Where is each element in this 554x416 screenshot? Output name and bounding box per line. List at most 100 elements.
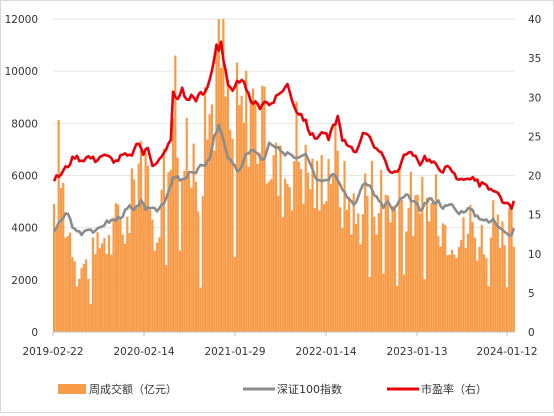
series-lines [52, 40, 516, 237]
volume-bar [119, 218, 122, 332]
volume-bar [492, 200, 495, 332]
volume-bar [281, 217, 284, 332]
volume-bar [103, 238, 106, 332]
volume-bar [53, 203, 56, 332]
volume-bar [229, 129, 232, 332]
right-tick-label: 0 [528, 327, 535, 339]
volume-bar [290, 210, 294, 332]
volume-bar [450, 249, 454, 332]
left-tick-label: 6000 [11, 171, 38, 183]
volume-bar [158, 237, 161, 332]
pe-line [52, 40, 516, 211]
legend-label-bars: 周成交额（亿元） [89, 382, 177, 396]
volume-bar [231, 138, 234, 332]
left-tick-label: 0 [31, 327, 38, 339]
left-tick-label: 8000 [11, 118, 38, 130]
volume-bar [133, 179, 136, 332]
volume-bar [171, 118, 175, 332]
volume-bar [267, 181, 271, 332]
volume-bar [306, 172, 310, 332]
right-tick-label: 25 [528, 131, 541, 143]
volume-bar [377, 213, 380, 332]
volume-bar [297, 161, 300, 332]
volume-bar [469, 204, 472, 332]
volume-bar [75, 286, 79, 332]
volume-bar [478, 246, 481, 332]
volume-bar [73, 261, 76, 332]
volume-bar [309, 189, 312, 332]
volume-bar [190, 187, 193, 332]
right-tick-label: 5 [528, 288, 535, 300]
volume-bar [130, 168, 133, 332]
volume-bar [391, 206, 394, 332]
volume-bar [94, 254, 97, 332]
volume-bar [197, 211, 200, 332]
volume-bar [261, 85, 264, 332]
volume-bar [78, 278, 81, 332]
volume-bar [448, 254, 451, 332]
volume-bars [53, 19, 515, 333]
volume-bar [389, 222, 392, 332]
volume-bar [437, 236, 440, 332]
volume-bar [373, 216, 376, 332]
volume-bar [375, 234, 378, 332]
volume-bar [505, 287, 509, 332]
volume-bar [146, 165, 149, 332]
volume-bar [224, 96, 227, 333]
volume-bar [322, 204, 326, 332]
volume-bar [293, 161, 296, 332]
volume-bar [162, 148, 165, 332]
volume-bar [135, 207, 138, 332]
volume-bar [96, 232, 99, 332]
volume-bar [245, 70, 248, 332]
volume-bar [256, 163, 259, 332]
volume-bar [405, 231, 408, 332]
x-tick-label: 2023-01-13 [386, 346, 447, 358]
volume-bar [327, 158, 330, 332]
right-tick-label: 10 [528, 249, 541, 261]
volume-bar [444, 225, 447, 332]
volume-bar [185, 117, 188, 332]
volume-bar [110, 254, 113, 332]
volume-bar [240, 95, 243, 332]
volume-bar [217, 19, 220, 332]
volume-bar [249, 99, 252, 332]
volume-bar [151, 219, 154, 332]
volume-bar [107, 235, 111, 332]
volume-bar [320, 155, 323, 332]
volume-bar [503, 245, 506, 332]
volume-bar [494, 223, 497, 332]
volume-bar [181, 179, 184, 332]
volume-bar [407, 207, 410, 332]
volume-bar [194, 181, 197, 332]
volume-bar [153, 250, 156, 332]
volume-bar [336, 150, 339, 332]
x-tick-label: 2024-01-12 [476, 346, 537, 358]
volume-bar [286, 183, 289, 332]
volume-bar [425, 197, 428, 332]
volume-bar [85, 259, 88, 332]
volume-bar [482, 254, 486, 332]
volume-bar [361, 214, 364, 332]
volume-bar [329, 184, 332, 332]
left-tick-label: 4000 [11, 223, 38, 235]
volume-bar [473, 237, 477, 332]
volume-bar [414, 195, 417, 332]
volume-bar [439, 246, 442, 332]
volume-bar [62, 182, 65, 332]
volume-bar [366, 195, 369, 332]
volume-bar [91, 237, 95, 332]
volume-bar [350, 234, 353, 332]
volume-bar [412, 235, 415, 332]
volume-bar [55, 227, 58, 332]
volume-bar [476, 260, 479, 332]
volume-bar [396, 285, 399, 332]
volume-bar [247, 166, 250, 332]
volume-bar [167, 172, 170, 332]
volume-bar [510, 210, 513, 332]
volume-bar [480, 224, 483, 332]
volume-bar [434, 174, 438, 332]
volume-bar [295, 101, 298, 332]
volume-bar [274, 142, 278, 332]
